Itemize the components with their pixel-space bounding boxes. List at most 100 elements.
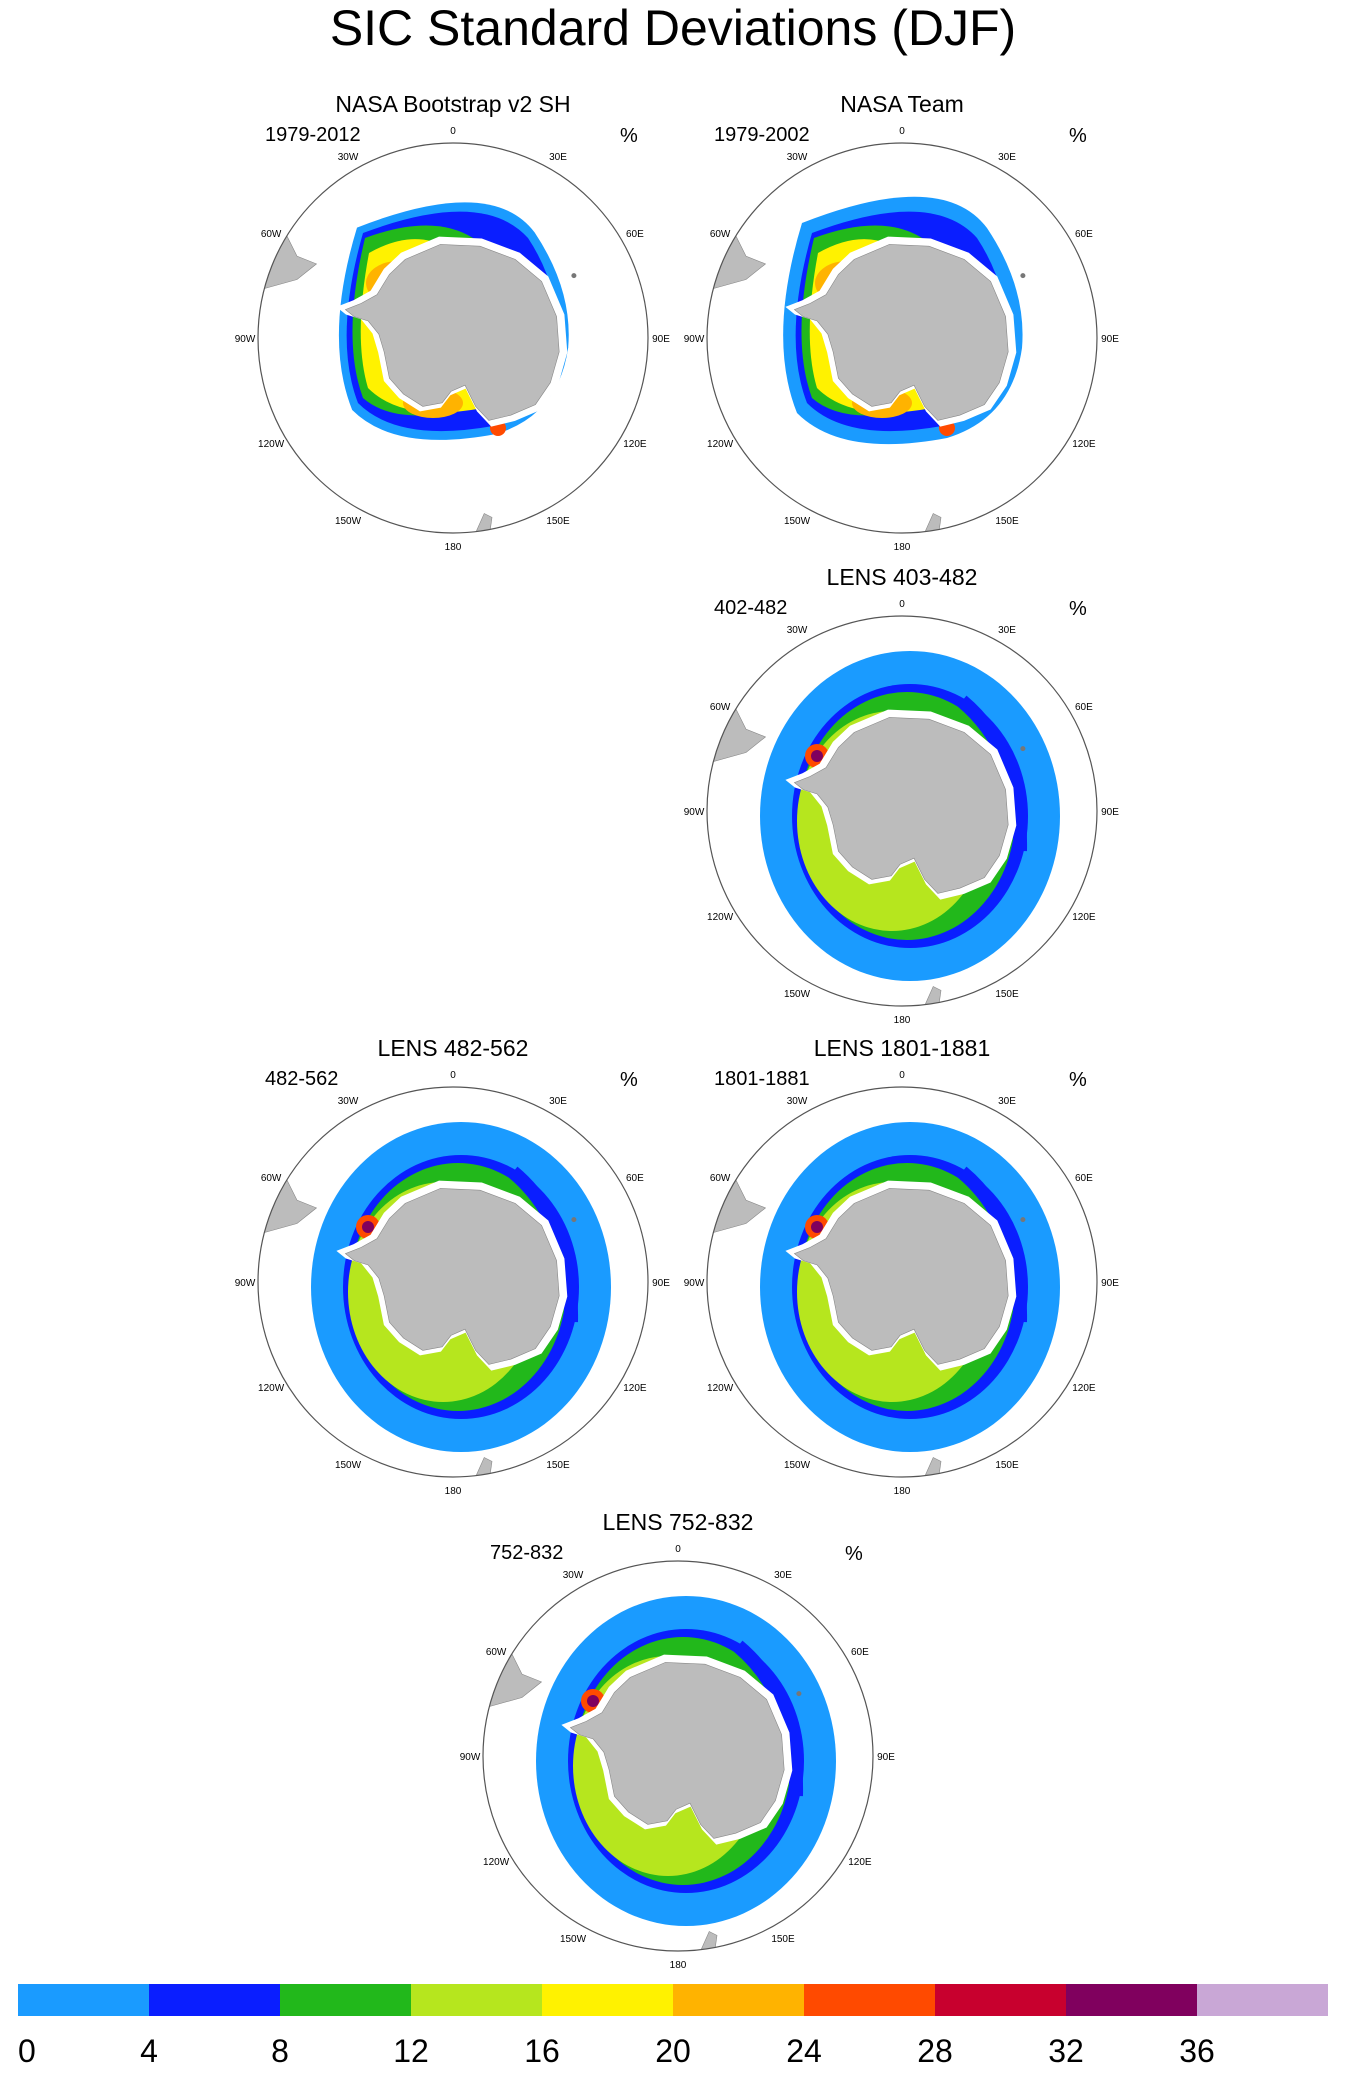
- kerguelen-island: [1020, 1217, 1026, 1223]
- longitude-label: 150W: [784, 1460, 811, 1471]
- longitude-label: 90W: [684, 807, 705, 818]
- longitude-label: 0: [899, 1070, 905, 1081]
- longitude-label: 180: [894, 1486, 911, 1497]
- longitude-label: 150E: [995, 989, 1019, 1000]
- panel-period: 1979-2012: [265, 124, 361, 146]
- ice-max-core: [811, 1221, 823, 1233]
- map-boundary: [257, 142, 649, 534]
- map-panel: NASA Team 1979-2002 % 0 30E 60E 90E 120E 150E 180…: [684, 91, 1120, 553]
- longitude-label: 0: [899, 599, 905, 610]
- sea-ice-field: [261, 1122, 611, 1476]
- panel-title: LENS 752-832: [603, 1509, 754, 1535]
- longitude-label: 60E: [1075, 702, 1093, 713]
- ice-max-core: [811, 750, 823, 762]
- longitude-label: 150E: [995, 516, 1019, 527]
- longitude-label: 120W: [707, 1383, 734, 1394]
- longitude-label: 90W: [460, 1752, 481, 1763]
- longitude-label: 60E: [626, 229, 644, 240]
- antarctica-landmass: [793, 717, 1009, 894]
- longitude-label: 60W: [710, 229, 731, 240]
- kerguelen-island: [796, 1691, 802, 1697]
- panel-title: NASA Team: [840, 91, 964, 117]
- longitude-label: 120E: [623, 1383, 647, 1394]
- longitude-label: 60E: [851, 1647, 869, 1658]
- longitude-label: 30W: [338, 152, 359, 163]
- colorbar-tick-label: 28: [917, 2033, 953, 2069]
- longitude-label: 150W: [560, 1934, 587, 1945]
- colorbar-swatch: [935, 1984, 1066, 2016]
- longitude-label: 150E: [546, 516, 570, 527]
- longitude-label: 150E: [995, 1460, 1019, 1471]
- sea-ice-field: [710, 1122, 1060, 1476]
- ice-max-core: [362, 1221, 374, 1233]
- panel-units: %: [845, 1543, 863, 1565]
- longitude-label: 180: [670, 1960, 687, 1971]
- panel-units: %: [1069, 125, 1087, 147]
- longitude-label: 60E: [626, 1173, 644, 1184]
- longitude-label: 120W: [483, 1857, 510, 1868]
- antarctica-landmass: [793, 244, 1009, 421]
- longitude-label: 60W: [261, 1173, 282, 1184]
- panel-units: %: [620, 1069, 638, 1091]
- longitude-label: 30W: [787, 152, 808, 163]
- colorbar-tick-label: 24: [786, 2033, 822, 2069]
- longitude-label: 120E: [848, 1857, 872, 1868]
- ice-band-arc: [957, 1166, 1028, 1323]
- colorbar-tick-label: 36: [1179, 2033, 1215, 2069]
- longitude-label: 90W: [235, 334, 256, 345]
- longitude-label: 30W: [787, 625, 808, 636]
- map-boundary: [706, 142, 1098, 534]
- panel-period: 1801-1881: [714, 1068, 810, 1090]
- new-zealand-landmass: [475, 513, 493, 532]
- panel-title: LENS 482-562: [378, 1035, 529, 1061]
- colorbar-tick-label: 32: [1048, 2033, 1084, 2069]
- longitude-label: 150E: [771, 1934, 795, 1945]
- longitude-label: 90E: [877, 1752, 895, 1763]
- longitude-label: 150W: [335, 1460, 362, 1471]
- ice-band-arc: [957, 695, 1028, 852]
- panel-units: %: [620, 125, 638, 147]
- colorbar-swatch: [1197, 1984, 1328, 2016]
- kerguelen-island: [1020, 746, 1026, 752]
- longitude-label: 150W: [335, 516, 362, 527]
- longitude-label: 90W: [235, 1278, 256, 1289]
- longitude-label: 30W: [338, 1096, 359, 1107]
- longitude-label: 60W: [261, 229, 282, 240]
- colorbar-tick-label: 12: [393, 2033, 429, 2069]
- longitude-label: 60E: [1075, 1173, 1093, 1184]
- colorbar-swatch: [673, 1984, 804, 2016]
- colorbar-swatch: [149, 1984, 280, 2016]
- map-boundary: [706, 615, 1098, 1007]
- panel-units: %: [1069, 1069, 1087, 1091]
- longitude-label: 60E: [1075, 229, 1093, 240]
- colorbar-tick-label: 20: [655, 2033, 691, 2069]
- antarctica-landmass: [793, 1188, 1009, 1365]
- longitude-label: 90W: [684, 1278, 705, 1289]
- longitude-label: 30E: [549, 152, 567, 163]
- colorbar-swatch: [542, 1984, 673, 2016]
- colorbar-swatch: [280, 1984, 411, 2016]
- longitude-label: 0: [450, 126, 456, 137]
- ice-band-arc: [733, 1640, 804, 1797]
- panel-units: %: [1069, 598, 1087, 620]
- longitude-label: 30W: [787, 1096, 808, 1107]
- longitude-label: 180: [894, 542, 911, 553]
- kerguelen-island: [571, 273, 577, 279]
- new-zealand-landmass: [924, 986, 942, 1005]
- colorbar-swatch: [804, 1984, 935, 2016]
- colorbar-tick-label: 16: [524, 2033, 560, 2069]
- longitude-label: 120W: [258, 1383, 285, 1394]
- longitude-label: 120W: [707, 912, 734, 923]
- panel-period: 482-562: [265, 1068, 338, 1090]
- antarctica-landmass: [569, 1662, 785, 1839]
- new-zealand-landmass: [924, 513, 942, 532]
- colorbar: 0 4 8 12 16 20 24 28 32 36: [18, 1984, 1328, 2069]
- kerguelen-island: [1020, 273, 1026, 279]
- longitude-label: 90E: [652, 334, 670, 345]
- longitude-label: 120E: [623, 439, 647, 450]
- longitude-label: 60W: [486, 1647, 507, 1658]
- longitude-label: 120E: [1072, 1383, 1096, 1394]
- longitude-label: 120E: [1072, 912, 1096, 923]
- longitude-label: 180: [894, 1015, 911, 1026]
